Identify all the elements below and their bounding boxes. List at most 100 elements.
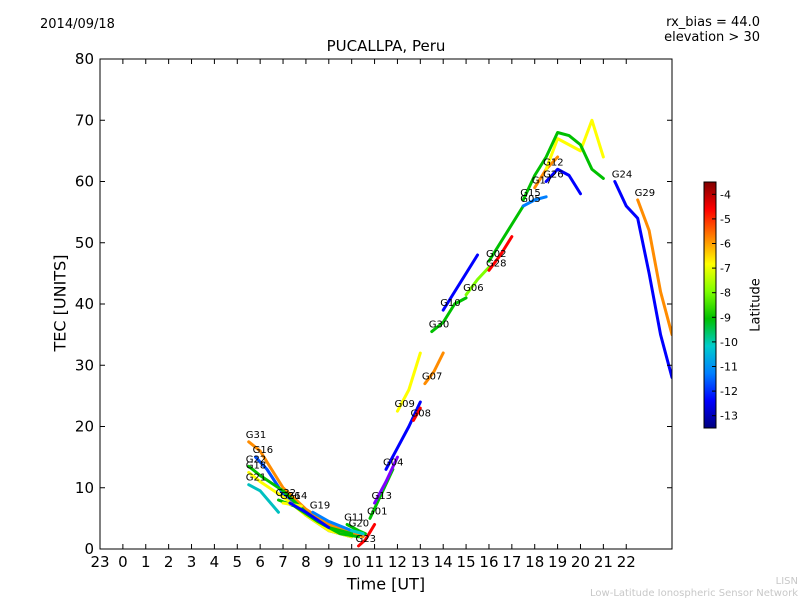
colorbar-tick-label: -6 <box>720 238 731 251</box>
series-label-g04: G04 <box>383 457 403 468</box>
elevation-label: elevation > 30 <box>664 30 760 45</box>
series-line-g07 <box>423 351 445 386</box>
x-tick-label: 15 <box>457 553 476 571</box>
series-label-g01: G01 <box>367 506 387 517</box>
x-tick-label: 20 <box>571 553 590 571</box>
credit-short: LISN <box>775 576 798 587</box>
x-tick-label: 14 <box>434 553 453 571</box>
series-line-g05 <box>521 195 548 208</box>
x-tick-label: 12 <box>388 553 407 571</box>
series-line-g06 <box>464 265 491 297</box>
series-line-g23 <box>357 523 377 548</box>
series-label-g09: G09 <box>394 399 414 410</box>
x-tick-label: 4 <box>210 553 220 571</box>
series-line-g10 <box>441 253 480 312</box>
x-tick-label: 16 <box>479 553 498 571</box>
colorbar-tick-label: -12 <box>720 385 738 398</box>
series-line-g20 <box>350 529 365 536</box>
x-tick-label: 10 <box>342 553 361 571</box>
series-line-g12 <box>544 118 605 171</box>
rx-bias-label: rx_bias = 44.0 <box>666 15 760 30</box>
x-tick-label: 0 <box>118 553 128 571</box>
series-line-g13 <box>373 455 399 505</box>
series-label-g26: G26 <box>543 170 563 181</box>
series-label-g18: G18 <box>246 460 266 471</box>
series-line-g30 <box>430 296 468 334</box>
series-line-g08 <box>411 406 422 422</box>
series-line-g21 <box>247 483 280 514</box>
series-line-g09 <box>395 351 422 413</box>
x-tick-label: 17 <box>502 553 521 571</box>
colorbar-tick-label: -7 <box>720 262 731 275</box>
x-tick-label: 8 <box>301 553 311 571</box>
series-line-g14 <box>288 501 331 530</box>
series-label-g10: G10 <box>440 298 460 309</box>
x-tick-label: 23 <box>90 553 109 571</box>
chart-title: PUCALLPA, Peru <box>326 37 446 55</box>
series-line-g26 <box>544 167 582 196</box>
series-label-g07: G07 <box>422 372 442 383</box>
satellite-label-layer: G31G16G22G18G21G32G26G14G19G11G20G23G01G… <box>246 157 655 545</box>
y-tick-label: 50 <box>75 234 94 252</box>
series-label-g17: G17 <box>532 176 552 187</box>
series-line-g15 <box>521 131 605 202</box>
series-label-g24: G24 <box>612 170 632 181</box>
series-line-g02 <box>487 204 525 263</box>
x-tick-label: 5 <box>233 553 243 571</box>
series-label-g30: G30 <box>429 320 449 331</box>
series-label-g20: G20 <box>349 519 369 530</box>
series-label-g19: G19 <box>310 500 330 511</box>
colorbar-ticks: -4 -5 -6 -7 -8 -9 -10 -11 -12 -13 <box>712 188 738 423</box>
series-label-g11: G11 <box>344 513 364 524</box>
series-label-g13: G13 <box>372 491 392 502</box>
series-label-g26: G26 <box>280 491 300 502</box>
x-tick-label: 9 <box>324 553 334 571</box>
series-label-g29: G29 <box>635 188 655 199</box>
x-tick-label: 13 <box>411 553 430 571</box>
y-tick-label: 30 <box>75 356 94 374</box>
x-tick-label: 2 <box>164 553 174 571</box>
colorbar-tick-label: -13 <box>720 410 738 423</box>
x-tick-label: 11 <box>365 553 384 571</box>
series-label-g21: G21 <box>246 473 266 484</box>
series-label-g06: G06 <box>463 283 483 294</box>
x-tick-label: 18 <box>525 553 544 571</box>
x-tick-label: 21 <box>594 553 613 571</box>
x-tick-label: 3 <box>187 553 197 571</box>
series-line-g28 <box>487 235 514 272</box>
y-tick-label: 10 <box>75 479 94 497</box>
credit-long: Low-Latitude Ionospheric Sensor Network <box>590 588 798 599</box>
series-label-g23: G23 <box>356 534 376 545</box>
series-label-g28: G28 <box>486 258 506 269</box>
x-ticks: 23 0 1 2 3 4 5 6 7 8 9 10 11 12 13 14 15 16 17 18 19 20 21 22 <box>90 59 636 571</box>
x-tick-label: 22 <box>617 553 636 571</box>
series-label-g31: G31 <box>246 430 266 441</box>
colorbar-tick-label: -8 <box>720 287 731 300</box>
x-tick-label: 1 <box>141 553 151 571</box>
y-tick-label: 70 <box>75 111 94 129</box>
series-label-g12: G12 <box>543 157 563 168</box>
y-ticks: 0 10 20 30 40 50 60 70 80 <box>75 50 672 558</box>
series-label-g08: G08 <box>410 408 430 419</box>
series-label-g14: G14 <box>287 491 307 502</box>
series-label-g02: G02 <box>486 249 506 260</box>
x-tick-label: 7 <box>278 553 288 571</box>
series-label-g15: G15 <box>520 188 540 199</box>
x-tick-label: 6 <box>255 553 265 571</box>
y-tick-label: 0 <box>84 540 94 558</box>
colorbar-tick-label: -9 <box>720 311 731 324</box>
x-axis-label: Time [UT] <box>346 574 426 594</box>
y-tick-label: 80 <box>75 50 94 68</box>
series-layer <box>247 118 672 548</box>
y-tick-label: 20 <box>75 418 94 436</box>
colorbar-tick-label: -11 <box>720 361 738 374</box>
x-tick-label: 19 <box>548 553 567 571</box>
colorbar-tick-label: -4 <box>720 188 731 201</box>
series-label-g16: G16 <box>253 445 273 456</box>
colorbar-tick-label: -5 <box>720 213 731 226</box>
series-label-g32: G32 <box>275 488 295 499</box>
y-tick-label: 40 <box>75 295 94 313</box>
series-label-g05: G05 <box>520 194 540 205</box>
series-line-g24 <box>613 180 672 379</box>
